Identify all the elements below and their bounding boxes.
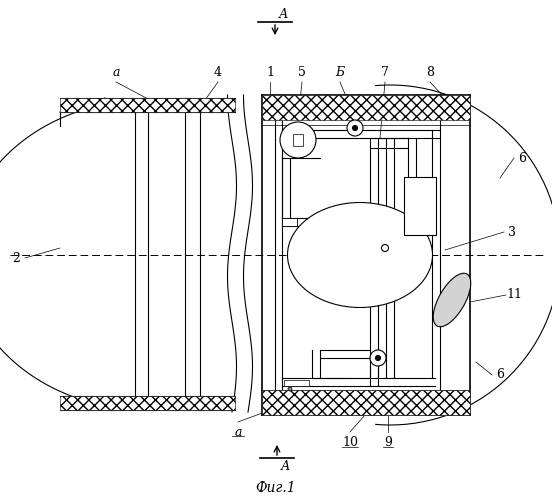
Text: 9: 9 bbox=[384, 436, 392, 450]
Bar bbox=[284, 380, 309, 386]
Text: а: а bbox=[234, 426, 242, 438]
Circle shape bbox=[347, 120, 363, 136]
Text: А: А bbox=[280, 460, 290, 472]
Text: а: а bbox=[112, 66, 120, 78]
Circle shape bbox=[288, 387, 292, 391]
Circle shape bbox=[370, 350, 386, 366]
Text: А: А bbox=[278, 8, 288, 20]
Bar bbox=[404, 177, 436, 235]
Ellipse shape bbox=[288, 202, 433, 308]
Bar bbox=[282, 218, 297, 226]
Text: 1: 1 bbox=[266, 66, 274, 78]
Bar bbox=[293, 134, 303, 146]
Text: 2: 2 bbox=[12, 252, 20, 264]
Text: 8: 8 bbox=[426, 66, 434, 78]
Text: Б: Б bbox=[336, 66, 344, 78]
Circle shape bbox=[353, 126, 358, 130]
Circle shape bbox=[280, 122, 316, 158]
Bar bbox=[60, 396, 235, 410]
Text: 10: 10 bbox=[342, 436, 358, 450]
Bar bbox=[60, 98, 235, 112]
Text: 7: 7 bbox=[381, 66, 389, 78]
Bar bbox=[262, 390, 470, 415]
Circle shape bbox=[295, 137, 301, 143]
Text: 11: 11 bbox=[506, 288, 522, 302]
Text: 6: 6 bbox=[496, 368, 504, 382]
Text: 6: 6 bbox=[518, 152, 526, 164]
Text: Фиг.1: Фиг.1 bbox=[256, 481, 296, 495]
Text: 5: 5 bbox=[298, 66, 306, 78]
Text: 3: 3 bbox=[508, 226, 516, 238]
Ellipse shape bbox=[433, 273, 471, 327]
Text: 4: 4 bbox=[214, 66, 222, 78]
Circle shape bbox=[375, 356, 380, 360]
Bar bbox=[262, 95, 470, 120]
